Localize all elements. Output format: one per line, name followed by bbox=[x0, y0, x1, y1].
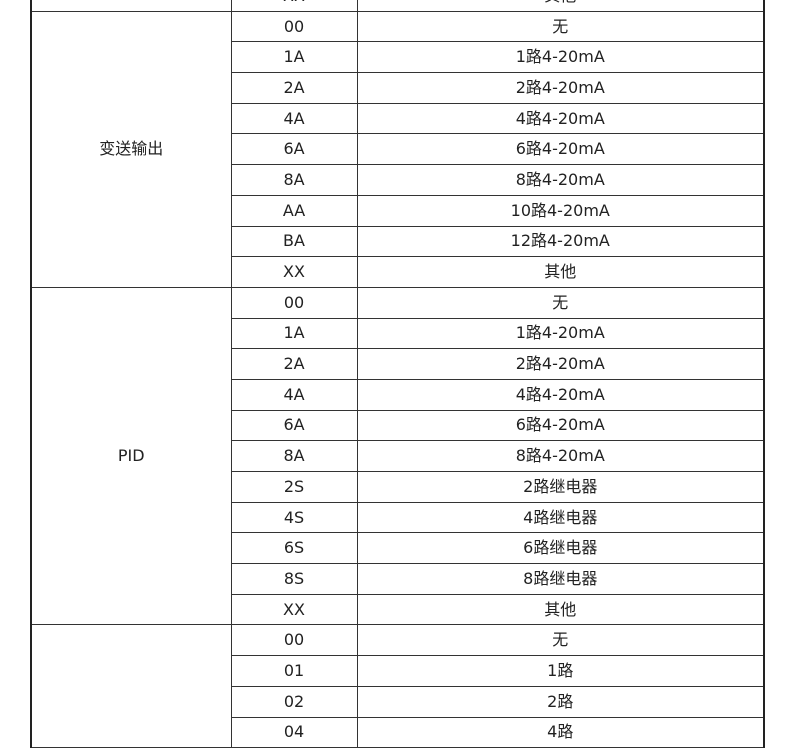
group-cell bbox=[30, 0, 232, 12]
description-cell: 无 bbox=[356, 624, 765, 657]
description-cell: 4路4-20mA bbox=[356, 102, 765, 135]
code-cell: 2A bbox=[230, 72, 358, 104]
code-cell: XX bbox=[230, 593, 358, 626]
table-row: 6S 6路继电器 bbox=[31, 532, 765, 565]
description-cell: 2路继电器 bbox=[356, 471, 765, 503]
table-row: XX 其他 bbox=[31, 256, 765, 288]
description-cell: 8路4-20mA bbox=[356, 440, 765, 472]
description-cell: 10路4-20mA bbox=[356, 194, 765, 227]
code-cell: 00 bbox=[230, 10, 358, 43]
code-cell: 00 bbox=[230, 624, 358, 657]
description-cell: 1路 bbox=[356, 655, 765, 687]
code-cell: 8S bbox=[230, 563, 358, 595]
code-cell: 4S bbox=[230, 501, 358, 534]
description-cell: 其他 bbox=[356, 256, 765, 288]
description-cell: 1路4-20mA bbox=[356, 317, 765, 350]
table-row: 4A 4路4-20mA bbox=[31, 102, 765, 135]
description-cell: 无 bbox=[356, 10, 765, 43]
section-label bbox=[30, 624, 232, 748]
code-cell: 1A bbox=[230, 317, 358, 350]
table-row: 变送输出 00 无 bbox=[30, 10, 765, 288]
table-row: 2A 2路4-20mA bbox=[31, 72, 765, 104]
code-cell: 4A bbox=[230, 102, 358, 135]
table-row: 02 2路 bbox=[31, 685, 765, 718]
code-cell: XX bbox=[230, 256, 358, 288]
code-cell: 8A bbox=[230, 440, 358, 472]
code-cell: 8A bbox=[230, 164, 358, 196]
table-row: 1A 1路4-20mA bbox=[31, 41, 765, 74]
code-cell: 2A bbox=[230, 348, 358, 380]
table-row: 6A 6路4-20mA bbox=[31, 133, 765, 166]
table-row: XX 其他 bbox=[30, 0, 765, 12]
description-cell: 1路4-20mA bbox=[356, 41, 765, 74]
code-cell: 04 bbox=[230, 716, 358, 748]
table-row: BA 12路4-20mA bbox=[31, 225, 765, 258]
description-cell: 4路继电器 bbox=[356, 501, 765, 534]
description-cell: 8路继电器 bbox=[356, 563, 765, 595]
description-cell: 6路继电器 bbox=[356, 532, 765, 565]
description-cell: 6路4-20mA bbox=[356, 409, 765, 442]
code-cell: 6A bbox=[230, 133, 358, 166]
table-row: 2A 2路4-20mA bbox=[31, 348, 765, 380]
table-row: 6A 6路4-20mA bbox=[31, 409, 765, 442]
code-cell: 01 bbox=[230, 655, 358, 687]
code-cell: 6S bbox=[230, 532, 358, 565]
code-cell: XX bbox=[230, 0, 358, 12]
table-row: AA 10路4-20mA bbox=[31, 194, 765, 227]
description-cell: 其他 bbox=[356, 593, 765, 626]
code-cell: AA bbox=[230, 194, 358, 227]
code-cell: 02 bbox=[230, 685, 358, 718]
description-cell: 8路4-20mA bbox=[356, 164, 765, 196]
table-row: 4S 4路继电器 bbox=[31, 501, 765, 534]
table-row: 1A 1路4-20mA bbox=[31, 317, 765, 350]
code-cell: 1A bbox=[230, 41, 358, 74]
description-cell: 2路 bbox=[356, 685, 765, 718]
code-cell: BA bbox=[230, 225, 358, 258]
description-cell: 其他 bbox=[356, 0, 765, 12]
description-cell: 6路4-20mA bbox=[356, 133, 765, 166]
option-code-table: XX 其他 变送输出00无1A1路4-20mA2A2路4-20mA4A4路4-2… bbox=[30, 0, 765, 748]
section-label: PID bbox=[30, 286, 232, 626]
table-row: 2S 2路继电器 bbox=[31, 471, 765, 503]
code-cell: 4A bbox=[230, 378, 358, 411]
description-cell: 12路4-20mA bbox=[356, 225, 765, 258]
section-label: 变送输出 bbox=[30, 10, 232, 288]
description-cell: 4路 bbox=[356, 716, 765, 748]
table-row: 4A 4路4-20mA bbox=[31, 378, 765, 411]
table-row: 8A 8路4-20mA bbox=[31, 440, 765, 472]
code-cell: 2S bbox=[230, 471, 358, 503]
description-cell: 4路4-20mA bbox=[356, 378, 765, 411]
table-row: PID 00 无 bbox=[30, 286, 765, 626]
table-row: 00 无 bbox=[30, 624, 765, 748]
description-cell: 2路4-20mA bbox=[356, 72, 765, 104]
code-cell: 6A bbox=[230, 409, 358, 442]
code-cell: 00 bbox=[230, 286, 358, 319]
description-cell: 无 bbox=[356, 286, 765, 319]
table-row: 8A 8路4-20mA bbox=[31, 164, 765, 196]
description-cell: 2路4-20mA bbox=[356, 348, 765, 380]
